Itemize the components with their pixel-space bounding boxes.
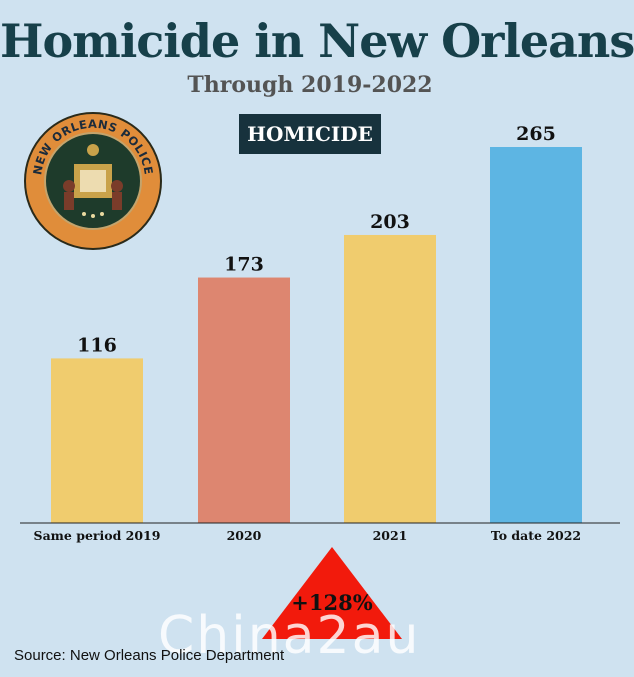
bar-value-label: 265 (516, 123, 556, 145)
chart-title: Homicide in New Orleans (0, 14, 634, 68)
bar-chart: 116 Same period 2019 173 2020 203 2021 265 To d… (20, 123, 620, 543)
bar-value-label: 203 (370, 211, 410, 233)
bar-value-label: 173 (224, 254, 264, 276)
category-label: 2021 (373, 528, 408, 543)
change-badge-triangle (262, 547, 402, 639)
police-seal-icon: NEW ORLEANS POLICE (24, 112, 162, 250)
category-label: 2020 (227, 528, 262, 543)
homicide-badge: HOMICIDE (239, 114, 381, 154)
bar-1 (51, 358, 143, 523)
bar-2 (198, 277, 290, 523)
category-label: Same period 2019 (34, 528, 161, 543)
category-label: To date 2022 (491, 528, 581, 543)
source-note: Source: New Orleans Police Department (14, 647, 285, 664)
watermark: Chinа2au (158, 606, 421, 666)
percent-change-label: +128% (291, 590, 373, 615)
chart-subtitle: Through 2019-2022 (187, 72, 433, 98)
bar-3 (344, 234, 436, 523)
bar-4 (490, 147, 582, 523)
bar-value-label: 116 (77, 334, 117, 356)
